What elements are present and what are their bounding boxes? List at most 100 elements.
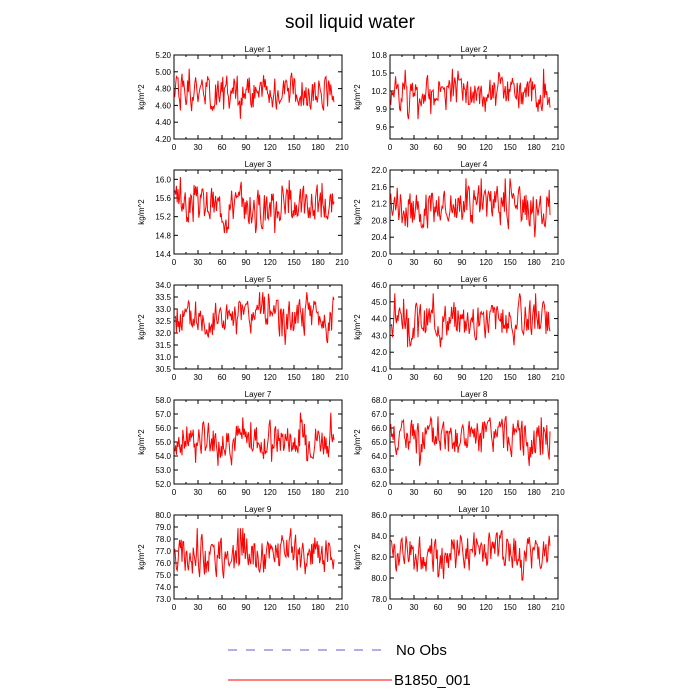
- panel-title: Layer 7: [245, 390, 272, 399]
- y-tick-label: 43.0: [371, 331, 387, 340]
- x-tick-label: 120: [263, 373, 277, 382]
- x-tick-label: 30: [194, 143, 203, 152]
- y-tick-label: 16.0: [155, 175, 171, 184]
- y-tick-label: 44.0: [371, 315, 387, 324]
- panel-layer-6: Layer 6 0 30 60 90 120 150 180 210 41.0 42.0 43.0 44…: [353, 275, 565, 382]
- x-tick-label: 30: [194, 488, 203, 497]
- x-tick-label: 210: [335, 258, 349, 267]
- y-tick-label: 63.0: [371, 466, 387, 475]
- x-tick-label: 90: [458, 143, 467, 152]
- y-axis-label: kg/m^2: [353, 199, 362, 225]
- x-tick-label: 150: [287, 373, 301, 382]
- y-tick-label: 10.2: [371, 87, 387, 96]
- x-tick-label: 0: [388, 603, 393, 612]
- y-tick-label: 73.0: [155, 595, 171, 604]
- panel-layer-2: Layer 2 0 30 60 90 120 150 180 210 9.6 9.9 10.2 10.5…: [353, 45, 565, 152]
- y-tick-label: 56.0: [155, 424, 171, 433]
- x-tick-label: 150: [287, 603, 301, 612]
- series-line-b1850: [174, 412, 335, 466]
- y-tick-label: 5.00: [155, 68, 171, 77]
- y-tick-label: 76.0: [155, 559, 171, 568]
- y-tick-label: 75.0: [155, 571, 171, 580]
- panel-title: Layer 9: [245, 505, 272, 514]
- panel-layer-8: Layer 8 0 30 60 90 120 150 180 210 62.0 63.0 64.0 65…: [353, 390, 565, 497]
- x-tick-label: 150: [503, 258, 517, 267]
- y-tick-label: 21.2: [371, 200, 387, 209]
- x-tick-label: 120: [479, 488, 493, 497]
- x-tick-label: 0: [388, 258, 393, 267]
- panel-title: Layer 5: [245, 275, 272, 284]
- x-tick-label: 180: [527, 258, 541, 267]
- y-tick-label: 9.9: [376, 105, 388, 114]
- panel-title: Layer 4: [461, 160, 488, 169]
- x-tick-label: 120: [479, 258, 493, 267]
- x-tick-label: 120: [479, 143, 493, 152]
- x-tick-label: 150: [287, 143, 301, 152]
- x-tick-label: 210: [335, 143, 349, 152]
- x-tick-label: 30: [410, 488, 419, 497]
- y-tick-label: 4.60: [155, 101, 171, 110]
- y-tick-label: 79.0: [155, 523, 171, 532]
- y-axis-label: kg/m^2: [137, 84, 146, 110]
- x-tick-label: 60: [434, 488, 443, 497]
- x-tick-label: 60: [218, 488, 227, 497]
- x-tick-label: 180: [311, 258, 325, 267]
- x-tick-label: 60: [218, 143, 227, 152]
- y-tick-label: 55.0: [155, 438, 171, 447]
- x-tick-label: 180: [311, 603, 325, 612]
- y-tick-label: 4.20: [155, 135, 171, 144]
- y-tick-label: 68.0: [371, 396, 387, 405]
- panel-layer-9: Layer 9 0 30 60 90 120 150 180 210 73.0 74.0 75.0 76…: [137, 505, 349, 612]
- x-tick-label: 150: [287, 488, 301, 497]
- x-tick-label: 180: [527, 488, 541, 497]
- y-tick-label: 31.5: [155, 341, 171, 350]
- x-tick-label: 0: [172, 603, 177, 612]
- x-tick-label: 120: [479, 603, 493, 612]
- x-tick-label: 210: [335, 373, 349, 382]
- panels-grid: Layer 10 30 60 90 120 150 180 2104.204.404.604.…: [137, 45, 565, 612]
- series-line-b1850: [174, 176, 335, 234]
- y-tick-label: 64.0: [371, 452, 387, 461]
- y-axis-label: kg/m^2: [353, 429, 362, 455]
- x-tick-label: 120: [479, 373, 493, 382]
- x-tick-label: 60: [218, 258, 227, 267]
- x-tick-label: 150: [287, 258, 301, 267]
- x-tick-label: 30: [194, 258, 203, 267]
- panel-title: Layer 10: [458, 505, 490, 514]
- x-tick-label: 120: [263, 258, 277, 267]
- x-tick-label: 0: [172, 488, 177, 497]
- y-tick-label: 82.0: [371, 553, 387, 562]
- panel-layer-4: Layer 4 0 30 60 90 120 150 180 210 20.0 20.4 20.8 21…: [353, 160, 565, 267]
- x-tick-label: 150: [503, 603, 517, 612]
- x-tick-label: 90: [242, 603, 251, 612]
- x-tick-label: 90: [458, 373, 467, 382]
- series-line-b1850: [390, 68, 551, 120]
- legend-label-no-obs: No Obs: [396, 642, 447, 659]
- x-tick-label: 0: [172, 373, 177, 382]
- x-tick-label: 120: [263, 143, 277, 152]
- x-tick-label: 180: [527, 603, 541, 612]
- x-tick-label: 0: [388, 488, 393, 497]
- series-line-b1850: [390, 415, 551, 466]
- y-tick-label: 66.0: [371, 424, 387, 433]
- y-axis-label: kg/m^2: [353, 84, 362, 110]
- x-tick-label: 90: [458, 488, 467, 497]
- series-line-b1850: [174, 528, 335, 579]
- y-tick-label: 22.0: [371, 166, 387, 175]
- x-tick-label: 180: [311, 488, 325, 497]
- panel-layer-10: Layer 10 0 30 60 90 120 150 180 210 78.0 80.0 82.0 8…: [353, 505, 565, 612]
- x-tick-label: 0: [172, 258, 177, 267]
- series-line-b1850: [174, 68, 335, 119]
- plot-frame: [173, 284, 343, 370]
- y-tick-label: 34.0: [155, 281, 171, 290]
- y-tick-label: 10.5: [371, 69, 387, 78]
- x-tick-label: 180: [527, 143, 541, 152]
- x-tick-label: 180: [527, 373, 541, 382]
- y-tick-label: 14.8: [155, 231, 171, 240]
- y-tick-label: 15.6: [155, 194, 171, 203]
- panel-layer-3: Layer 3 0 30 60 90 120 150 180 210 14.4 14.8 15.2 15…: [137, 160, 349, 267]
- y-tick-label: 20.8: [371, 216, 387, 225]
- plot-frame: [389, 399, 559, 485]
- series-line-b1850: [390, 178, 551, 238]
- legend: No Obs B1850_001: [228, 642, 471, 689]
